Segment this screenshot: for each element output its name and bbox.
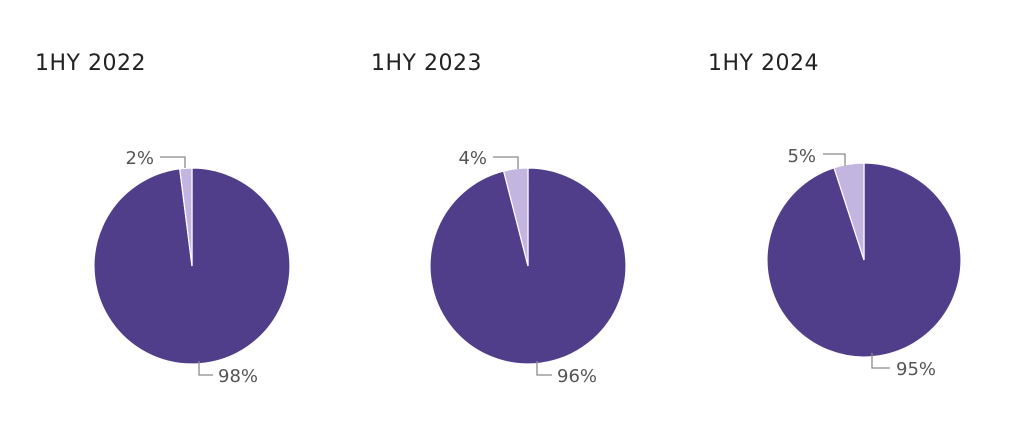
slice-label-small: 4% — [458, 148, 487, 169]
leader-line-small — [493, 156, 519, 169]
leader-line-large — [536, 361, 552, 376]
pie-slices — [93, 167, 291, 365]
chart-title: 1HY 2022 — [35, 51, 146, 76]
leader-line-small — [823, 153, 846, 166]
leader-line-small — [160, 156, 186, 168]
slice-label-small: 2% — [125, 148, 154, 169]
pie-slice-small — [179, 167, 193, 267]
chart-title: 1HY 2023 — [371, 51, 482, 76]
pie-chart-1hy-2024: 1HY 2024 5% 95% — [708, 51, 962, 380]
slice-label-large: 98% — [218, 366, 258, 387]
leader-line-large — [198, 361, 213, 376]
slice-label-small: 5% — [787, 146, 816, 167]
slice-label-large: 95% — [896, 359, 936, 380]
pie-slice-large — [766, 162, 962, 358]
pie-slice-small — [833, 162, 865, 261]
pie-slices — [429, 167, 627, 365]
slice-label-large: 96% — [557, 366, 597, 387]
pie-slice-small — [502, 167, 529, 267]
leader-line-large — [871, 353, 890, 369]
chart-title: 1HY 2024 — [708, 51, 819, 76]
pie-chart-1hy-2022: 1HY 2022 2% 98% — [35, 51, 291, 387]
pie-slices — [766, 162, 962, 358]
pie-chart-1hy-2023: 1HY 2023 4% 96% — [371, 51, 627, 387]
